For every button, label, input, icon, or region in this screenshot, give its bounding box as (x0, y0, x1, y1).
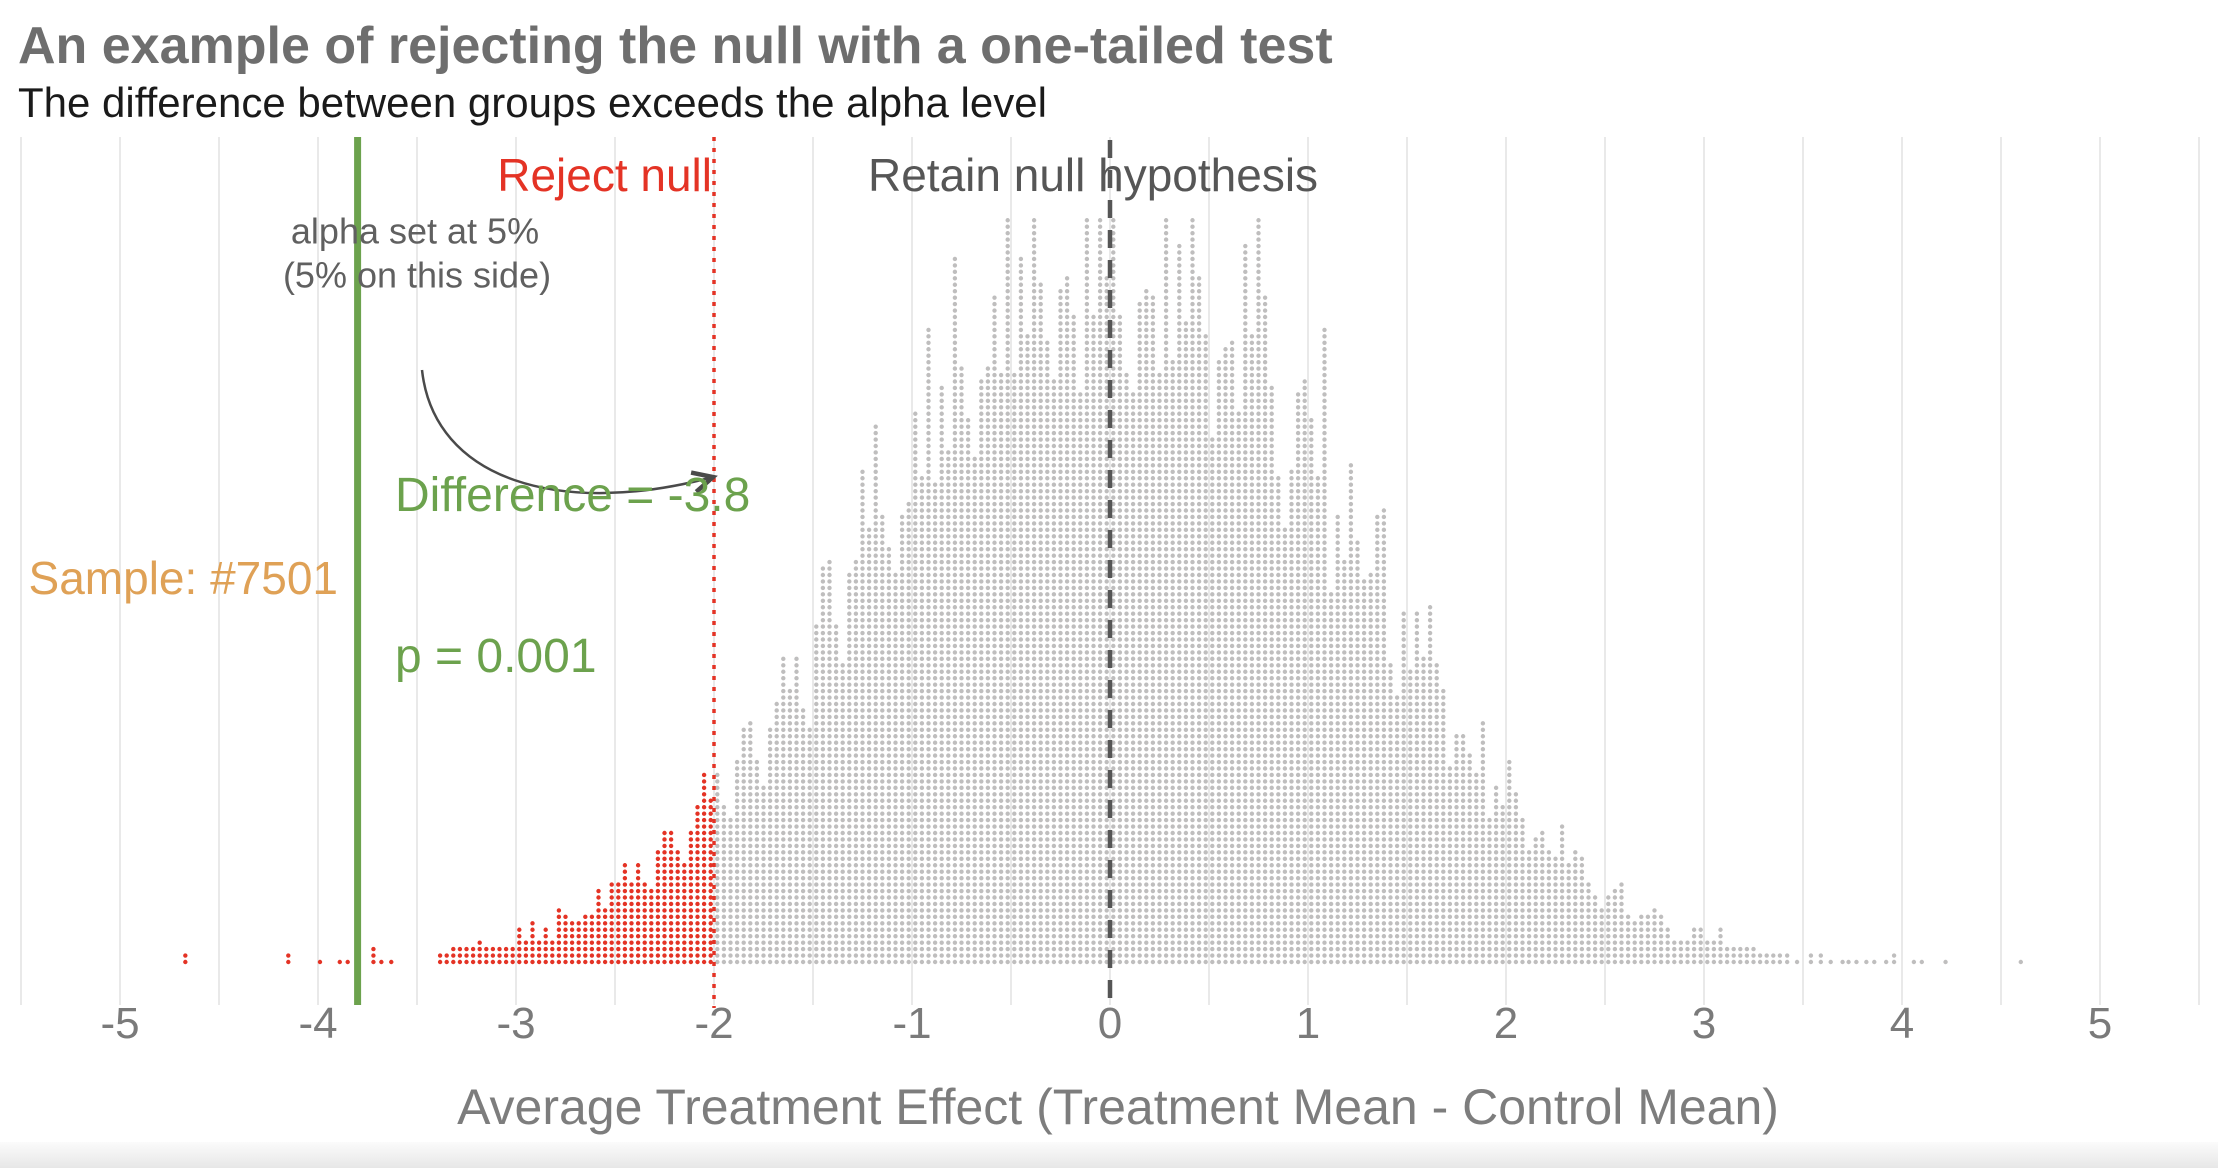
x-tick-label: -3 (496, 999, 536, 1049)
sample-counter-label: Sample: #7501 (28, 552, 338, 605)
x-tick-label: -2 (694, 999, 734, 1049)
reject-null-label: Reject null (497, 149, 712, 202)
retain-null-label: Retain null hypothesis (868, 149, 1319, 202)
x-axis-title: Average Treatment Effect (Treatment Mean… (457, 1079, 1779, 1135)
x-tick-label: 0 (1097, 999, 1123, 1049)
reference-lines (354, 137, 1113, 1008)
alpha-note-line1: alpha set at 5% (290, 210, 540, 252)
x-tick-label: 3 (1691, 999, 1717, 1049)
alpha-annotation-arrow (420, 369, 718, 495)
alpha-note-line2: (5% on this side) (282, 254, 552, 296)
x-tick-label: 1 (1295, 999, 1321, 1049)
p-value-label: p = 0.001 (395, 630, 597, 684)
simulation-dots (183, 218, 2024, 965)
page-bottom-strip (0, 1142, 2218, 1168)
x-tick-label: -4 (298, 999, 338, 1049)
x-tick-label: 2 (1493, 999, 1519, 1049)
gridlines (20, 137, 2200, 1005)
x-tick-label: -5 (100, 999, 140, 1049)
x-tick-label: 5 (2087, 999, 2113, 1049)
difference-value-label: Difference = -3.8 (395, 469, 751, 523)
x-tick-label: -1 (892, 999, 932, 1049)
x-tick-label: 4 (1889, 999, 1915, 1049)
chart-subtitle: The difference between groups exceeds th… (18, 79, 1047, 126)
chart-title: An example of rejecting the null with a … (18, 17, 1333, 75)
